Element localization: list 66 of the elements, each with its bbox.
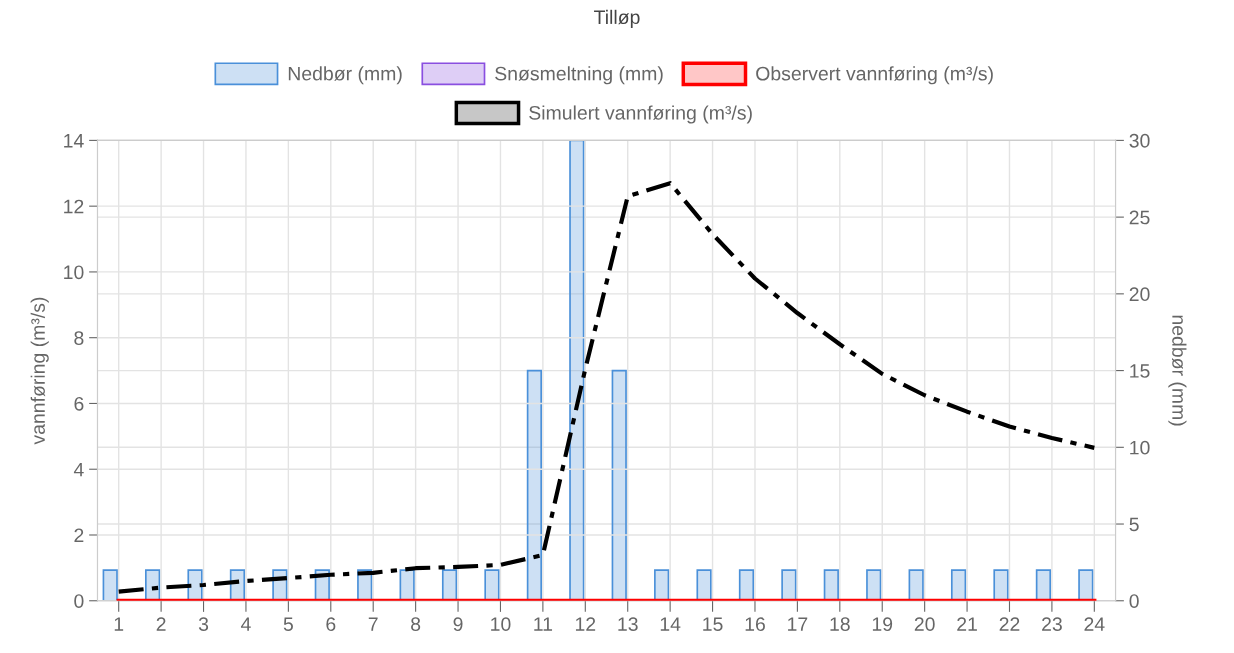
y2-tick-label: 5 xyxy=(1129,517,1139,532)
bar xyxy=(1035,569,1052,601)
legend-label: Snøsmeltning (mm) xyxy=(495,66,663,85)
bar xyxy=(569,140,585,601)
x-tick-label: 10 xyxy=(491,617,511,632)
x-tick-label: 13 xyxy=(618,617,638,632)
bar xyxy=(399,569,415,601)
bar xyxy=(781,569,797,601)
bar xyxy=(738,569,755,601)
y-tick-label: 6 xyxy=(74,396,84,411)
y-tick-label: 4 xyxy=(73,462,84,477)
bar xyxy=(866,569,882,601)
x-tick-label: 8 xyxy=(411,617,421,632)
y-tick-label: 10 xyxy=(64,265,84,280)
bar xyxy=(441,569,458,601)
y2-tick-label: 20 xyxy=(1129,287,1150,302)
bar xyxy=(611,369,627,601)
x-tick-label: 5 xyxy=(283,617,293,632)
x-tick-label: 21 xyxy=(957,617,977,631)
x-tick-label: 9 xyxy=(453,617,463,632)
bar xyxy=(908,569,924,601)
bar xyxy=(1078,569,1094,601)
x-tick-label: 11 xyxy=(534,617,553,631)
y2-tick-label: 0 xyxy=(1129,594,1139,608)
y-tick-label: 0 xyxy=(74,594,84,608)
bar xyxy=(484,569,500,601)
x-tick-label: 1 xyxy=(114,617,124,631)
line-series xyxy=(116,181,1097,594)
x-tick-label: 20 xyxy=(914,617,935,632)
x-tick-label: 24 xyxy=(1084,617,1105,631)
y-tick-label: 2 xyxy=(74,528,84,543)
y-tick-label: 14 xyxy=(64,134,84,148)
x-tick-label: 12 xyxy=(575,617,596,631)
x-tick-label: 7 xyxy=(368,617,378,631)
x-tick-label: 2 xyxy=(156,617,166,631)
x-tick-label: 17 xyxy=(788,617,808,631)
bar xyxy=(696,569,712,601)
y-tick-label: 12 xyxy=(64,199,84,214)
bar xyxy=(993,569,1009,601)
x-tick-label: 16 xyxy=(745,617,765,632)
bar xyxy=(654,569,670,601)
x-tick-label: 22 xyxy=(999,617,1020,631)
legend-label: Nedbør (mm) xyxy=(288,66,402,85)
y-tick-label: 8 xyxy=(74,331,84,345)
y2-tick-label: 15 xyxy=(1130,364,1150,378)
bar xyxy=(526,369,543,601)
legend-label: Simulert vannføring (m³/s) xyxy=(529,105,752,124)
y2-axis-title: nedbør (mm) xyxy=(1168,315,1187,426)
x-tick-label: 14 xyxy=(660,617,681,631)
x-tick-label: 4 xyxy=(240,617,251,631)
y2-tick-label: 10 xyxy=(1130,440,1150,455)
bar xyxy=(187,569,203,601)
bar xyxy=(823,569,839,601)
bar xyxy=(950,569,967,601)
y2-tick-label: 30 xyxy=(1129,133,1150,148)
x-tick-label: 23 xyxy=(1042,617,1062,632)
x-tick-label: 15 xyxy=(703,617,723,632)
x-tick-label: 3 xyxy=(198,617,209,632)
chart-title: Tilløp xyxy=(594,9,640,28)
legend-label: Observert vannføring (m³/s) xyxy=(756,66,993,85)
y2-tick-label: 25 xyxy=(1129,210,1150,225)
x-tick-label: 6 xyxy=(326,617,336,632)
x-tick-label: 19 xyxy=(872,617,893,632)
bar xyxy=(102,569,118,601)
x-tick-label: 18 xyxy=(830,617,850,632)
y-axis-title: vannføring (m³/s) xyxy=(30,297,49,445)
